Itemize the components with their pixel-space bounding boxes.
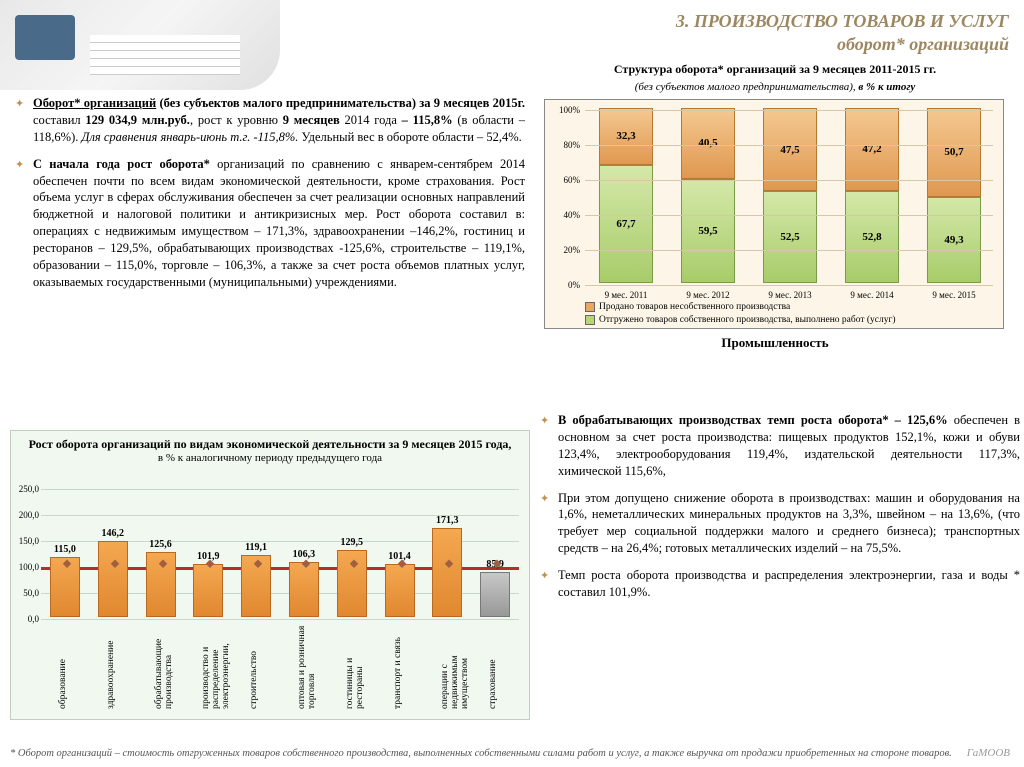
left-column: Оборот* организаций (без субъектов малог…: [15, 95, 525, 301]
stacked-chart-region: Структура оборота* организаций за 9 меся…: [540, 62, 1010, 351]
rpara-1: В обрабатывающих производствах темп рост…: [540, 412, 1020, 480]
legend-bottom-label: Отгружено товаров собственного производс…: [599, 314, 896, 326]
stacked-chart: 67,732,359,540,552,547,552,847,249,350,7…: [544, 99, 1004, 329]
stacked-plot: 67,732,359,540,552,547,552,847,249,350,7: [585, 110, 993, 283]
bar-chart: 0,050,0100,0150,0200,0250,0115,0образова…: [41, 489, 519, 709]
right-column-bottom: В обрабатывающих производствах темп рост…: [540, 412, 1020, 611]
legend-top-label: Продано товаров несобственного производс…: [599, 301, 790, 313]
bar-title: Рост оборота организаций по видам эконом…: [21, 437, 519, 452]
header-decoration: [0, 0, 280, 90]
page-title: 3. ПРОИЗВОДСТВО ТОВАРОВ И УСЛУГ оборот* …: [329, 10, 1009, 57]
stacked-legend: Продано товаров несобственного производс…: [585, 301, 993, 326]
rpara-3: Темп роста оборота производства и распре…: [540, 567, 1020, 601]
title-line-1: 3. ПРОИЗВОДСТВО ТОВАРОВ И УСЛУГ: [329, 10, 1009, 33]
stacked-sub: (без субъектов малого предпринимательств…: [540, 81, 1010, 93]
mid-title: Промышленность: [540, 335, 1010, 351]
title-line-2: оборот* организаций: [329, 33, 1009, 56]
stacked-title: Структура оборота* организаций за 9 меся…: [540, 62, 1010, 77]
brand-mark: ГаМООВ: [967, 747, 1010, 759]
swatch-top: [585, 302, 595, 312]
bar-sub: в % к аналогичному периоду предыдущего г…: [11, 452, 529, 464]
rpara-2: При этом допущено снижение оборота в про…: [540, 490, 1020, 558]
bar-chart-region: Рост оборота организаций по видам эконом…: [10, 430, 530, 720]
swatch-bottom: [585, 315, 595, 325]
para-1: Оборот* организаций (без субъектов малог…: [15, 95, 525, 146]
footnote: * Оборот организаций – стоимость отгруже…: [10, 748, 1014, 761]
para-2: С начала года рост оборота* организаций …: [15, 156, 525, 291]
